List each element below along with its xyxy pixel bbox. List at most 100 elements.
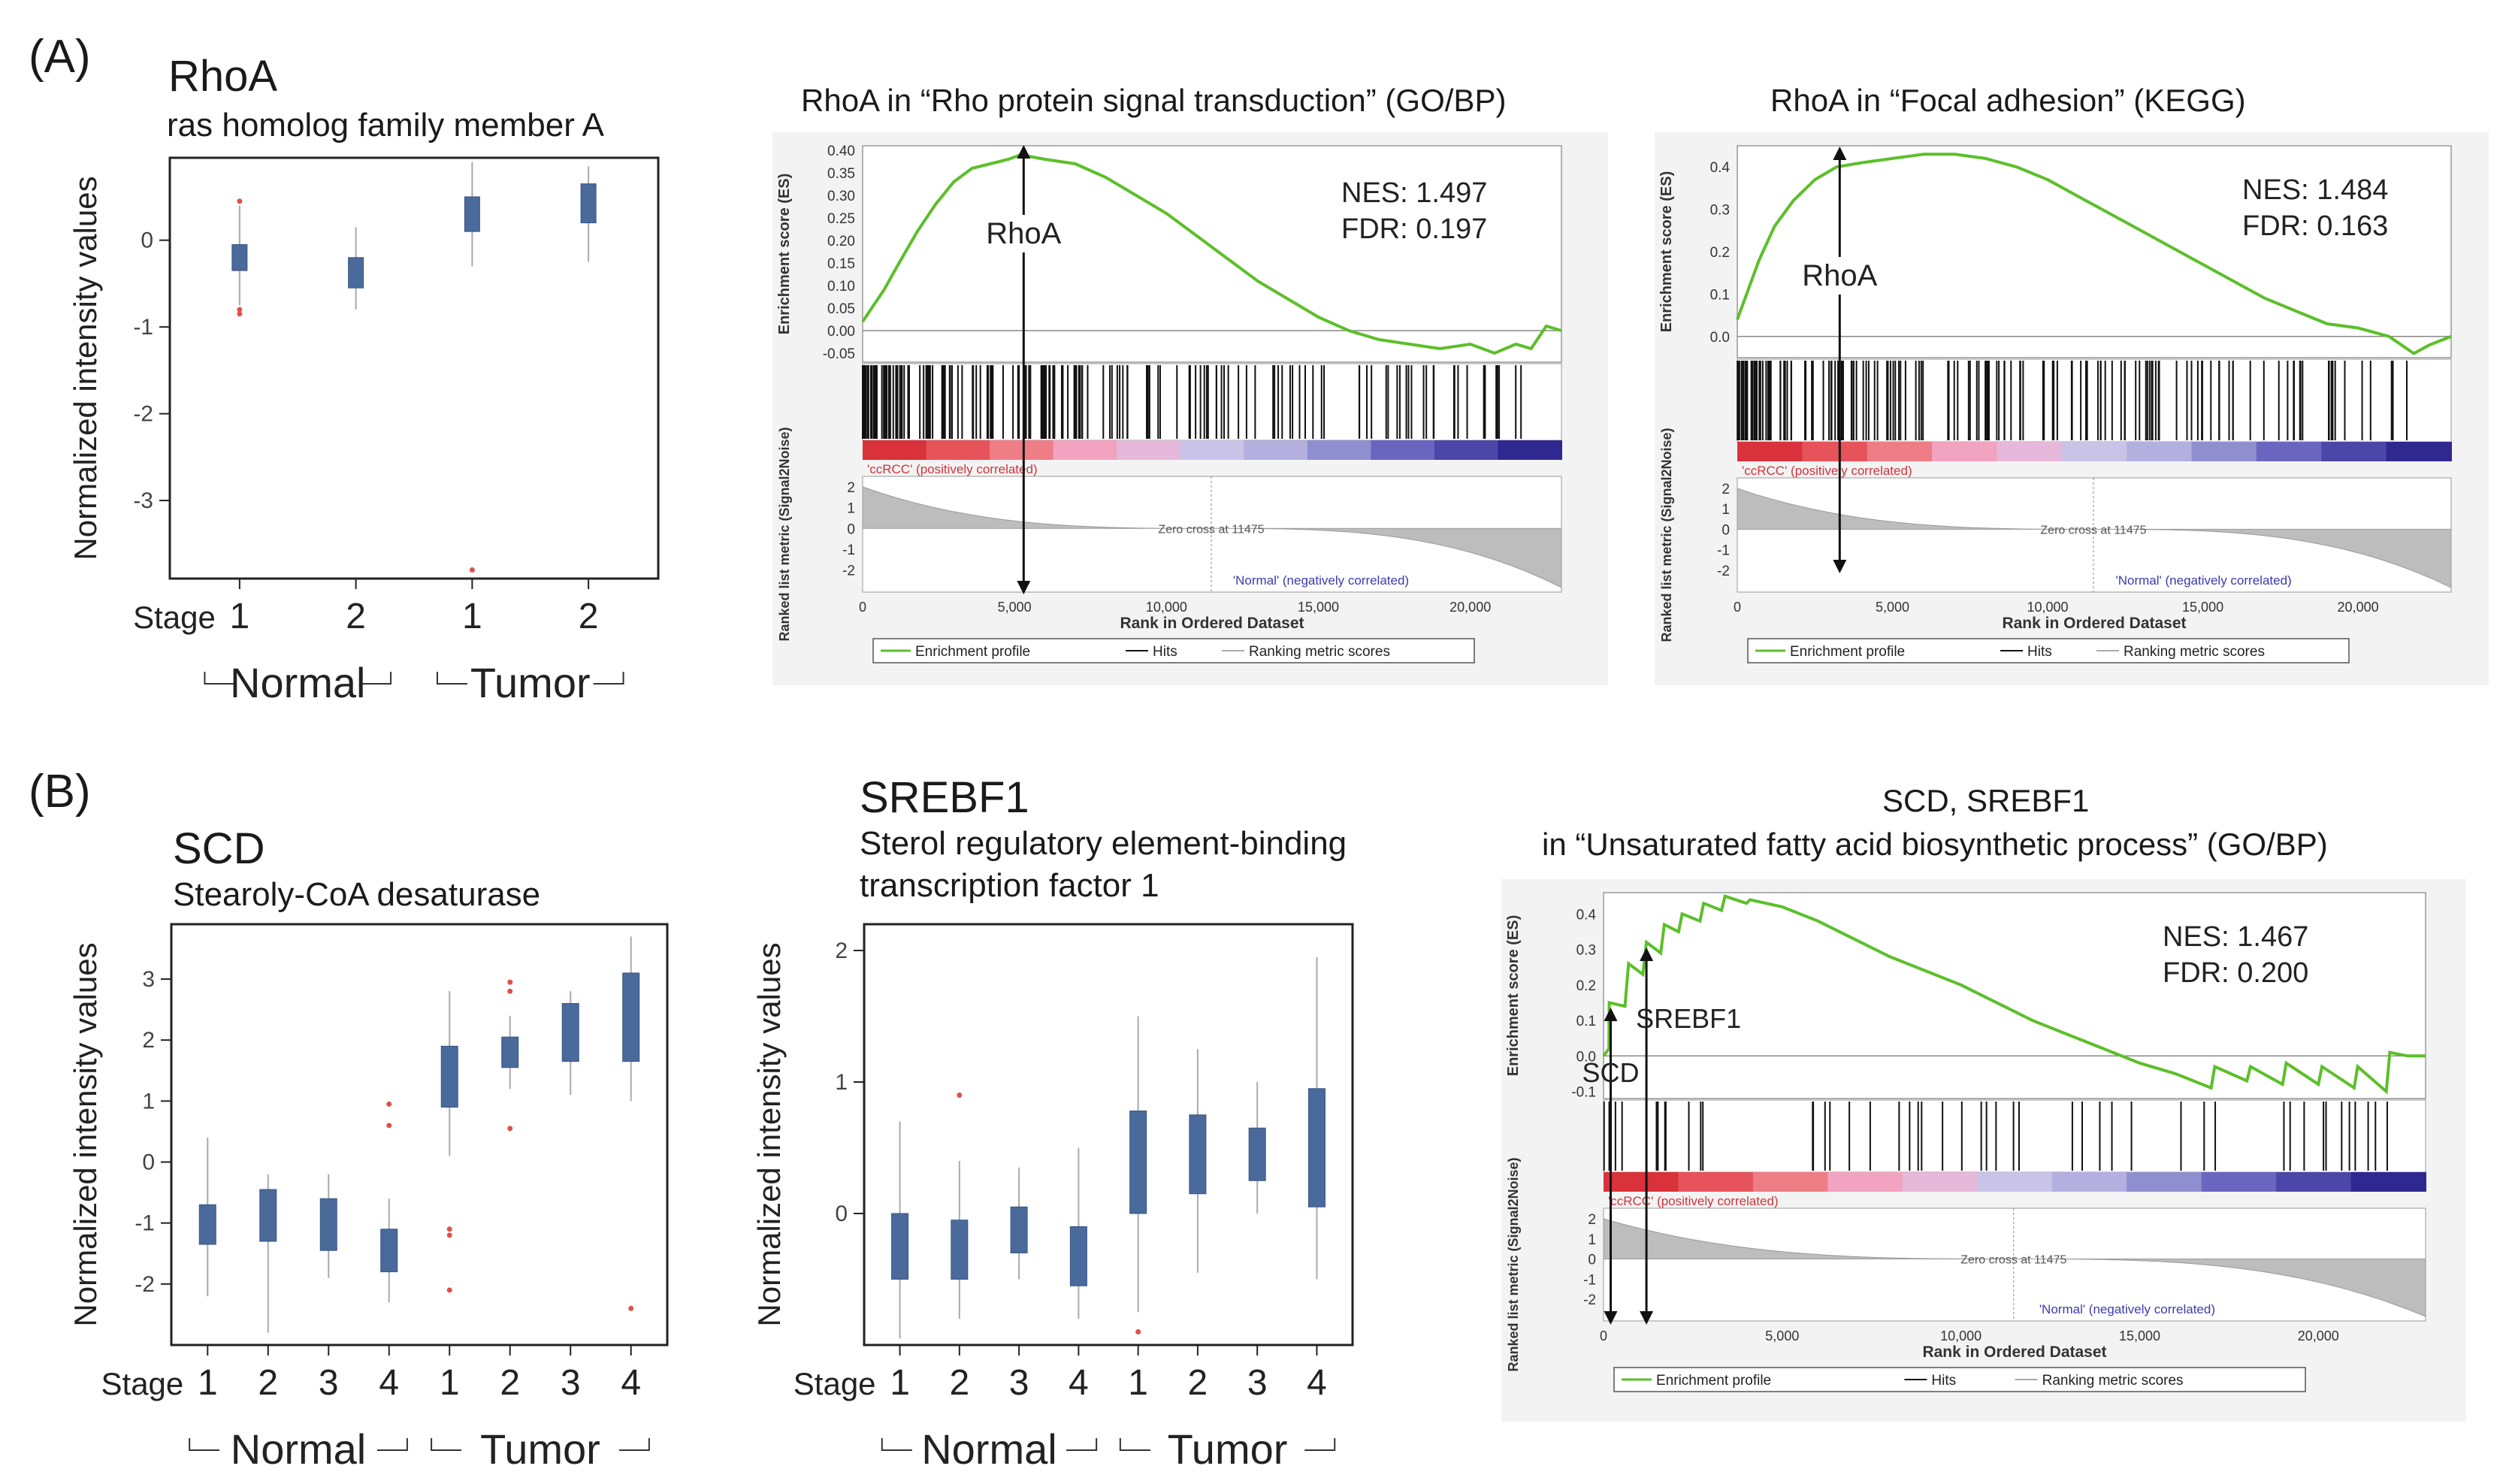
stage-tick-label: 2 [500, 1363, 520, 1403]
metric-tick-label: 2 [1722, 482, 1730, 497]
metric-tick-label: -2 [1717, 564, 1730, 579]
metric-tick-label: 1 [847, 501, 855, 517]
rank-color-segment [926, 440, 991, 460]
marker-label-bg [971, 215, 1077, 252]
x-axis-label: Rank in Ordered Dataset [2002, 615, 2186, 632]
box-iqr [1248, 1127, 1266, 1181]
y-tick-label: 3 [142, 967, 155, 992]
legend-label: Ranking metric scores [2042, 1373, 2184, 1389]
metric-tick-label: 0 [1588, 1253, 1596, 1268]
box-iqr [319, 1198, 337, 1251]
gsea1-plot: 0.40 0.35 0.30 0.25 0.20 0.15 0.10 0.05 0.00 -0.0… [776, 144, 1562, 663]
box-outlier [628, 1305, 634, 1311]
stage-tick-label: 4 [1069, 1363, 1089, 1403]
negative-corr-label: 'Normal' (negatively correlated) [2039, 1302, 2215, 1316]
box-outlier [507, 979, 513, 985]
gsea2-fdr: FDR: 0.163 [2242, 210, 2389, 242]
x-tick-label: 10,000 [1146, 600, 1187, 615]
metric-tick-label: 1 [1722, 502, 1730, 518]
box-iqr [231, 243, 248, 271]
es-tick-label: 0.4 [1710, 160, 1731, 176]
rank-color-segment [2386, 442, 2452, 461]
group-label: Normal [921, 1425, 1057, 1465]
zero-cross-label: Zero cross at 11475 [1960, 1254, 2066, 1267]
box-outlier [446, 1232, 452, 1238]
legend-box [1613, 1367, 2306, 1392]
rank-color-segment [1802, 442, 1868, 461]
enrichment-profile-line [861, 153, 1562, 355]
metric-tick-label: -1 [842, 543, 855, 558]
box-iqr [1189, 1114, 1207, 1195]
es-tick-label: 0.2 [1576, 978, 1596, 994]
rank-color-segment [2051, 1172, 2128, 1192]
es-tick-label: 0.2 [1710, 245, 1730, 261]
x-tick-label: 20,000 [1449, 600, 1491, 615]
metric-tick-label: -2 [1583, 1292, 1596, 1308]
es-tick-label: 0.1 [1710, 287, 1730, 303]
rank-color-segment [1053, 440, 1118, 460]
stage-tick-label: 1 [198, 1363, 218, 1403]
stage-tick-label: 2 [1188, 1363, 1208, 1403]
es-tick-label: 0.30 [827, 189, 855, 204]
box-outlier [446, 1226, 452, 1232]
x-tick-label: 0 [859, 600, 866, 615]
metric-axis-label: Ranked list metric (Signal2Noise) [1506, 1157, 1521, 1371]
y-tick-label: 1 [142, 1089, 155, 1114]
x-tick-label: 0 [1734, 600, 1741, 615]
rank-color-segment [2201, 1172, 2278, 1192]
group-label: Normal [230, 659, 365, 699]
rhoa-marker-label: RhoA [986, 217, 1061, 250]
metric-tick-label: 0 [1722, 522, 1730, 538]
gsea3-panel: 0.4 0.3 0.2 0.1 0.0 -0.1 Enrichment score (ES)… [1501, 879, 2466, 1422]
y-axis-label: Normalized intensity values [68, 942, 103, 1326]
gsea3-plot: 0.4 0.3 0.2 0.1 0.0 -0.1 Enrichment score (ES)… [1505, 892, 2426, 1392]
gsea2-nes: NES: 1.484 [2242, 174, 2389, 206]
negative-corr-label: 'Normal' (negatively correlated) [2116, 573, 2292, 588]
x-tick-label: 5,000 [1765, 1328, 1799, 1343]
group-bracket [431, 1438, 650, 1451]
box-outlier [237, 307, 243, 313]
y-tick-label: -1 [135, 1211, 155, 1236]
rank-color-segment [1117, 440, 1181, 460]
y-axis-label: Normalized intensity values [68, 176, 103, 560]
stage-tick-label: 2 [346, 597, 366, 636]
stage-tick-label: 3 [561, 1363, 581, 1403]
x-axis-label: Rank in Ordered Dataset [1922, 1343, 2106, 1361]
scd-gene-title: SCD [173, 824, 265, 873]
x-tick-label: 20,000 [2298, 1328, 2339, 1343]
x-tick-label: 15,000 [2119, 1328, 2160, 1343]
rank-color-segment [1977, 1172, 2053, 1192]
gsea2-plot: 0.4 0.3 0.2 0.1 0.0 Enrichment score (ES) 'ccR… [1658, 145, 2452, 663]
stage-tick-label: 1 [890, 1363, 910, 1403]
srebf1-description-line1: Sterol regulatory element-binding [860, 825, 1347, 862]
y-tick-label: 0 [835, 1201, 848, 1226]
box-outlier [957, 1093, 963, 1098]
box-outlier [469, 567, 475, 573]
gsea1-nes: NES: 1.497 [1341, 177, 1488, 209]
zero-cross-label: Zero cross at 11475 [2040, 524, 2146, 536]
rank-color-segment [2256, 442, 2323, 461]
box-outlier [507, 988, 513, 994]
metric-axis-label: Ranked list metric (Signal2Noise) [1659, 428, 1674, 642]
legend-label: Enrichment profile [1790, 644, 1905, 660]
hits-frame [1603, 1099, 2426, 1173]
metric-tick-label: 1 [1588, 1232, 1596, 1248]
gsea3-fdr: FDR: 0.200 [2163, 957, 2309, 989]
box-iqr [951, 1220, 969, 1280]
stage-tick-label: 4 [1307, 1363, 1327, 1403]
legend-label: Hits [1153, 644, 1177, 660]
box-iqr [891, 1213, 909, 1280]
x-tick-label: 10,000 [2027, 600, 2069, 615]
negative-corr-label: 'Normal' (negatively correlated) [1233, 573, 1409, 588]
rank-color-segment [2276, 1172, 2352, 1192]
metric-tick-label: -1 [1717, 543, 1730, 559]
y-tick-label: -2 [135, 1272, 155, 1297]
x-tick-label: 15,000 [1298, 600, 1339, 615]
rhoa-marker-label: RhoA [1802, 259, 1877, 292]
gsea1-panel: 0.40 0.35 0.30 0.25 0.20 0.15 0.10 0.05 0.00 -0.0… [772, 132, 1608, 685]
box-outlier [446, 1287, 452, 1293]
rank-color-segment [1371, 440, 1435, 460]
es-tick-label: 0.0 [1576, 1049, 1596, 1065]
y-tick-label: 0 [142, 1150, 155, 1175]
